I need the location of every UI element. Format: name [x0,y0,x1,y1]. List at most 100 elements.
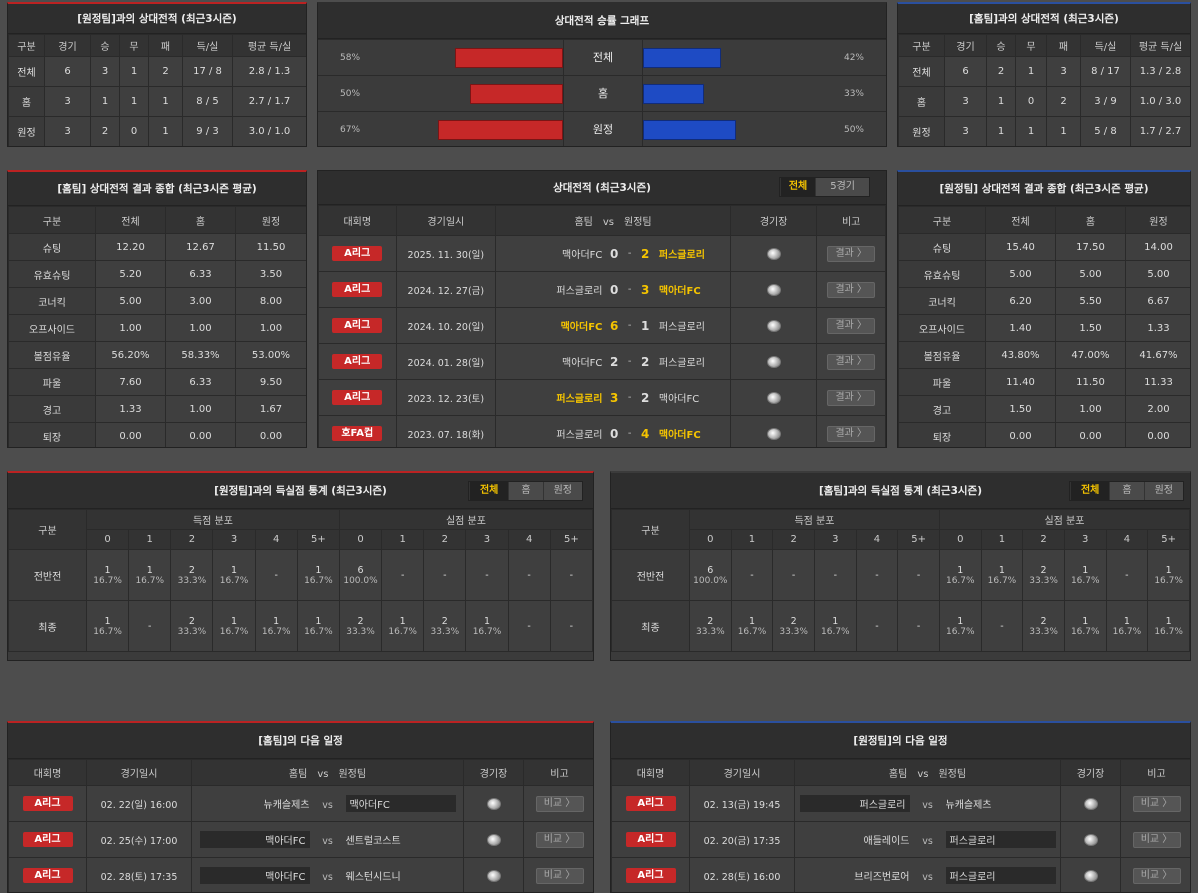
stat-cell: 2.00 [1125,395,1190,423]
compare-button[interactable]: 비교 〉 [535,831,584,848]
header-row: 구분 득점 분포 실점 분포 [611,509,1190,550]
result-button[interactable]: 결과 〉 [827,245,876,262]
stat-cell: 1 [986,86,1016,117]
stadium-icon[interactable] [766,247,781,260]
home-summary-table: 구분 전체 홈 원정 슈팅 12.20 12.67 11.50 유효슈팅 5.20 6.33 3.50… [8,206,306,447]
cell-percent: 33.3% [177,575,207,586]
league-badge[interactable]: 호FA컵 [332,426,383,441]
cell-count: - [1000,620,1004,632]
away-score: 2 [637,343,653,380]
league-cell: A리그 [8,785,87,822]
column-header: 비고 [523,759,593,786]
league-badge[interactable]: A리그 [332,318,383,333]
header-row: 대회명 경기일시 홈팀 vs 원정팀 경기장 비고 [318,205,886,236]
tab-home[interactable]: 홈 [1109,482,1144,500]
away-rate-bar [643,119,736,140]
stat-cell: 5.00 [95,287,166,315]
distribution-cell: - [1105,549,1149,601]
column-header: 패 [1046,34,1081,57]
distribution-cell: 1 16.7% [296,549,340,601]
table-row: 전반전 1 16.7% 1 16.7% 2 33.3% 1 16.7% -1 16.7% 6 100.0… [8,549,593,601]
column-header: 구분 [611,509,690,550]
stat-cell: 8.00 [235,287,306,315]
league-badge[interactable]: A리그 [332,390,383,405]
stat-cell: 1 [986,116,1016,146]
result-button[interactable]: 결과 〉 [827,425,876,442]
away-h2h-title: [홈팀]과의 상대전적 (최근3시즌) [898,4,1190,34]
stadium-icon[interactable] [766,355,781,368]
stadium-icon[interactable] [486,797,501,810]
league-badge[interactable]: A리그 [22,868,73,883]
tab-all[interactable]: 전체 [779,178,816,196]
away-team: 센트럴코스트 [345,836,401,847]
conceded-header: 실점 분포 [938,509,1190,530]
date-cell: 2025. 11. 30(일) [395,235,497,272]
stat-cell: 5.20 [95,260,166,288]
match-row: 호FA컵 2023. 07. 18(화) 퍼스글로리 0-4 맥아더FC 결과 〉 [318,415,886,447]
league-badge[interactable]: A리그 [22,796,73,811]
column-header: 구분 [8,206,96,234]
compare-button[interactable]: 비교 〉 [1132,795,1181,812]
stat-cell: 1.50 [985,395,1056,423]
distribution-cell: 2 33.3% [170,600,214,652]
result-button[interactable]: 결과 〉 [827,389,876,406]
tab-all[interactable]: 전체 [468,482,509,500]
bucket-header: 4 [1105,529,1149,550]
column-header: 원정 [1125,206,1190,234]
compare-button[interactable]: 비교 〉 [1132,867,1181,884]
stadium-icon[interactable] [766,283,781,296]
tab-5games[interactable]: 5경기 [815,178,869,196]
league-badge[interactable]: A리그 [625,796,676,811]
stat-cell: 8 / 5 [182,86,233,117]
tab-home[interactable]: 홈 [508,482,543,500]
stadium-icon[interactable] [1083,869,1098,882]
stadium-icon[interactable] [486,833,501,846]
stat-cell: 1 [119,86,149,117]
row-label: 원정 [8,116,45,146]
cell-count: 1 [957,564,964,576]
vs-label: vs [322,836,333,847]
matches-table: 대회명 경기일시 홈팀 vs 원정팀 경기장 비고 A리그 2025. 11. 30(일) 맥아더… [318,205,886,447]
away-bar-track [643,83,833,104]
stadium-icon[interactable] [766,391,781,404]
away-score: 3 [637,271,653,308]
stat-cell: 5.50 [1055,287,1126,315]
header-away: 원정팀 [624,217,652,228]
home-rate-bar [469,83,563,104]
stadium-icon[interactable] [1083,797,1098,810]
league-badge[interactable]: A리그 [22,832,73,847]
league-badge[interactable]: A리그 [332,282,383,297]
note-cell: 결과 〉 [816,379,886,416]
stadium-icon[interactable] [766,319,781,332]
vs-label: vs [922,872,933,883]
tab-away[interactable]: 원정 [542,482,582,500]
compare-button[interactable]: 비교 〉 [535,867,584,884]
stat-cell: 3.50 [235,260,306,288]
result-button[interactable]: 결과 〉 [827,353,876,370]
stat-cell: 1.50 [1055,314,1126,342]
compare-button[interactable]: 비교 〉 [1132,831,1181,848]
league-badge[interactable]: A리그 [332,354,383,369]
result-button[interactable]: 결과 〉 [827,281,876,298]
stadium-icon[interactable] [1083,833,1098,846]
conceded-header: 실점 분포 [338,509,593,530]
tab-all[interactable]: 전체 [1069,482,1110,500]
cell-count: - [791,569,796,581]
stadium-icon[interactable] [486,869,501,882]
tab-away[interactable]: 원정 [1143,482,1183,500]
distribution-cell: 1 16.7% [813,600,857,652]
column-header: 무 [119,34,149,57]
league-badge[interactable]: A리그 [332,246,383,261]
compare-button[interactable]: 비교 〉 [535,795,584,812]
stat-cell: 1 [148,86,183,117]
stadium-icon[interactable] [766,427,781,440]
stat-cell: 3 [44,116,91,146]
cell-percent: 16.7% [135,575,165,586]
result-button[interactable]: 결과 〉 [827,317,876,334]
stat-cell: 12.67 [165,233,236,261]
away-summary-panel: [원정팀] 상대전적 결과 종합 (최근3시즌 평균) 구분 전체 홈 원정 슈팅 15.… [897,170,1191,448]
league-badge[interactable]: A리그 [625,832,676,847]
league-badge[interactable]: A리그 [625,868,676,883]
stat-cell: 1.00 [165,314,236,342]
bucket-header: 2 [170,529,214,550]
